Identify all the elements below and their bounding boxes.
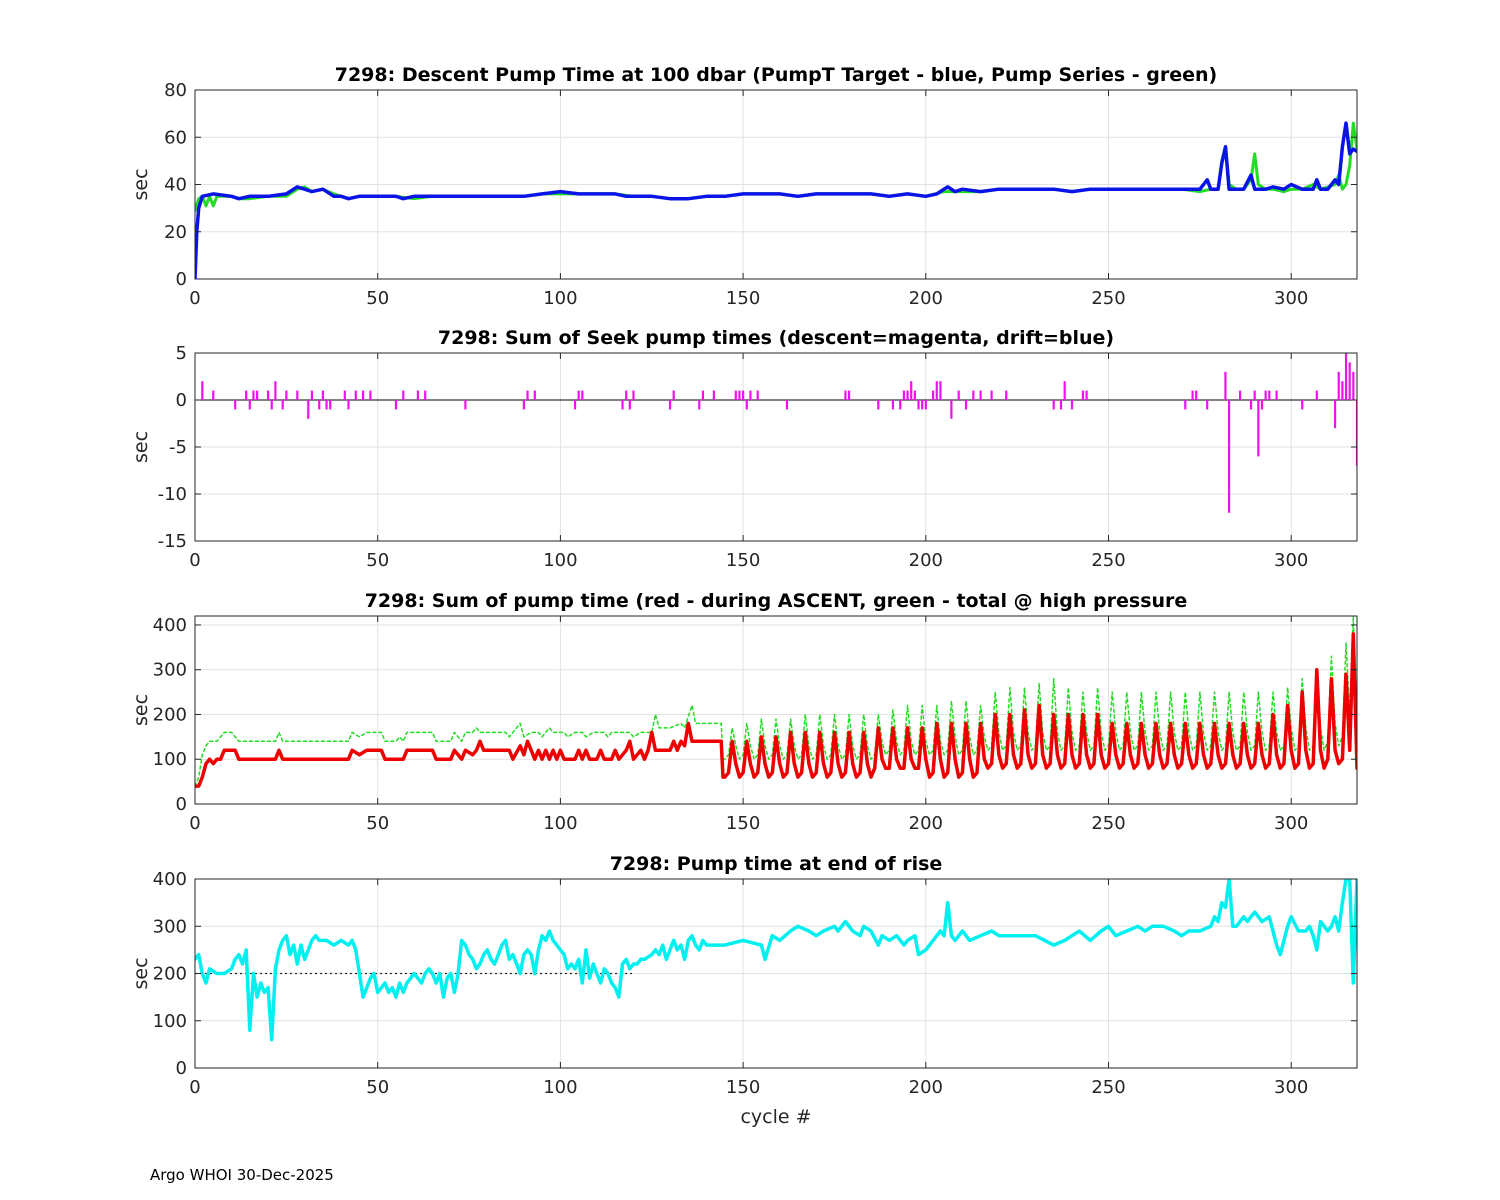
- y-tick-label: 40: [164, 175, 187, 196]
- plot-area: [195, 616, 1357, 804]
- x-tick-label: 150: [726, 288, 760, 309]
- x-tick-label: 100: [543, 813, 577, 834]
- chart-title: 7298: Descent Pump Time at 100 dbar (Pum…: [335, 64, 1218, 86]
- chart-title: 7298: Pump time at end of rise: [610, 853, 943, 875]
- x-tick-label: 250: [1091, 288, 1125, 309]
- y-axis-label: sec: [130, 957, 152, 989]
- x-tick-label: 50: [366, 813, 389, 834]
- y-tick-label: 0: [176, 390, 187, 411]
- x-tick-label: 300: [1274, 550, 1308, 571]
- x-tick-label: 250: [1091, 1077, 1125, 1098]
- data-layer: [195, 121, 1357, 279]
- y-tick-label: 200: [153, 964, 187, 985]
- x-tick-label: 100: [543, 550, 577, 571]
- y-tick-label: -5: [169, 437, 187, 458]
- data-layer: [195, 353, 1357, 513]
- panel-descent: 0 50 100 150 200 250 300 0 20 40 60 80 7298: Descent…: [130, 64, 1358, 309]
- x-tick-label: 0: [189, 550, 200, 571]
- x-tick-label: 50: [366, 1077, 389, 1098]
- x-tick-label: 200: [909, 1077, 943, 1098]
- x-tick-label: 0: [189, 288, 200, 309]
- series-line-during-ascent: [195, 632, 1357, 788]
- axes-frame: [194, 615, 1358, 805]
- x-tick-label: 150: [726, 813, 760, 834]
- x-tick-label: 300: [1274, 1077, 1308, 1098]
- y-tick-label: 200: [153, 704, 187, 725]
- y-tick-label: 60: [164, 127, 187, 148]
- x-tick-label: 200: [909, 550, 943, 571]
- y-tick-label: 300: [153, 916, 187, 937]
- y-tick-label: 100: [153, 1011, 187, 1032]
- y-tick-label: 300: [153, 660, 187, 681]
- x-tick-label: 0: [189, 813, 200, 834]
- y-tick-label: 100: [153, 749, 187, 770]
- x-tick-label: 150: [726, 1077, 760, 1098]
- x-tick-label: 200: [909, 813, 943, 834]
- y-tick-label: 0: [176, 269, 187, 290]
- y-tick-label: 5: [176, 343, 187, 364]
- x-tick-label: 300: [1274, 288, 1308, 309]
- series-line-pumpt-target: [195, 121, 1357, 279]
- x-axis-label: cycle #: [740, 1106, 811, 1128]
- y-tick-label: 80: [164, 80, 187, 101]
- y-tick-label: -15: [158, 531, 187, 552]
- y-axis-label: sec: [130, 431, 152, 463]
- y-tick-label: 400: [153, 615, 187, 636]
- panel-endrise: 0 50 100 150 200 250 300 0 100 200 300 400 7298: Pum…: [130, 853, 1358, 1128]
- footer-label: Argo WHOI 30-Dec-2025: [150, 1166, 334, 1184]
- y-tick-label: 0: [176, 794, 187, 815]
- y-tick-label: -10: [158, 484, 187, 505]
- chart-title: 7298: Sum of pump time (red - during ASC…: [365, 590, 1188, 612]
- y-axis-label: sec: [130, 168, 152, 200]
- y-tick-label: 20: [164, 222, 187, 243]
- x-tick-label: 250: [1091, 550, 1125, 571]
- x-tick-label: 150: [726, 550, 760, 571]
- x-tick-label: 50: [366, 288, 389, 309]
- x-tick-label: 100: [543, 288, 577, 309]
- data-layer: [195, 616, 1357, 788]
- series-line-pump-time-at-end-of-rise: [195, 879, 1357, 1042]
- panel-seek: 0 50 100 150 200 250 300 -15 -10 -5 0 5 7298: Sum of…: [130, 327, 1358, 571]
- data-layer: [195, 879, 1357, 1042]
- panel-ascent: 0 50 100 150 200 250 300 0 100 200 300 400 7298: Sum…: [130, 590, 1358, 834]
- chart-title: 7298: Sum of Seek pump times (descent=ma…: [438, 327, 1114, 349]
- x-tick-label: 100: [543, 1077, 577, 1098]
- x-tick-label: 50: [366, 550, 389, 571]
- series-line-total-high-pressure: [195, 616, 1357, 787]
- y-tick-label: 400: [153, 869, 187, 890]
- y-axis-label: sec: [130, 694, 152, 726]
- y-tick-label: 0: [176, 1058, 187, 1079]
- x-tick-label: 0: [189, 1077, 200, 1098]
- x-tick-label: 300: [1274, 813, 1308, 834]
- x-tick-label: 200: [909, 288, 943, 309]
- x-tick-label: 250: [1091, 813, 1125, 834]
